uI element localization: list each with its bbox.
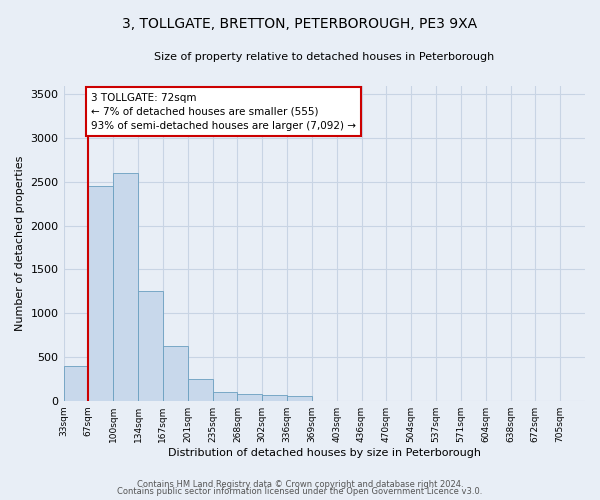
Title: Size of property relative to detached houses in Peterborough: Size of property relative to detached ho… xyxy=(154,52,494,62)
Bar xyxy=(188,379,212,400)
X-axis label: Distribution of detached houses by size in Peterborough: Distribution of detached houses by size … xyxy=(168,448,481,458)
Text: Contains HM Land Registry data © Crown copyright and database right 2024.: Contains HM Land Registry data © Crown c… xyxy=(137,480,463,489)
Bar xyxy=(287,396,312,400)
Bar xyxy=(138,292,163,401)
Bar xyxy=(113,173,138,400)
Bar xyxy=(238,394,262,400)
Bar xyxy=(163,346,188,401)
Text: Contains public sector information licensed under the Open Government Licence v3: Contains public sector information licen… xyxy=(118,487,482,496)
Bar xyxy=(88,186,113,400)
Y-axis label: Number of detached properties: Number of detached properties xyxy=(15,156,25,331)
Bar xyxy=(64,366,88,400)
Bar xyxy=(212,392,238,400)
Text: 3 TOLLGATE: 72sqm
← 7% of detached houses are smaller (555)
93% of semi-detached: 3 TOLLGATE: 72sqm ← 7% of detached house… xyxy=(91,92,356,130)
Bar xyxy=(262,396,287,400)
Text: 3, TOLLGATE, BRETTON, PETERBOROUGH, PE3 9XA: 3, TOLLGATE, BRETTON, PETERBOROUGH, PE3 … xyxy=(122,18,478,32)
